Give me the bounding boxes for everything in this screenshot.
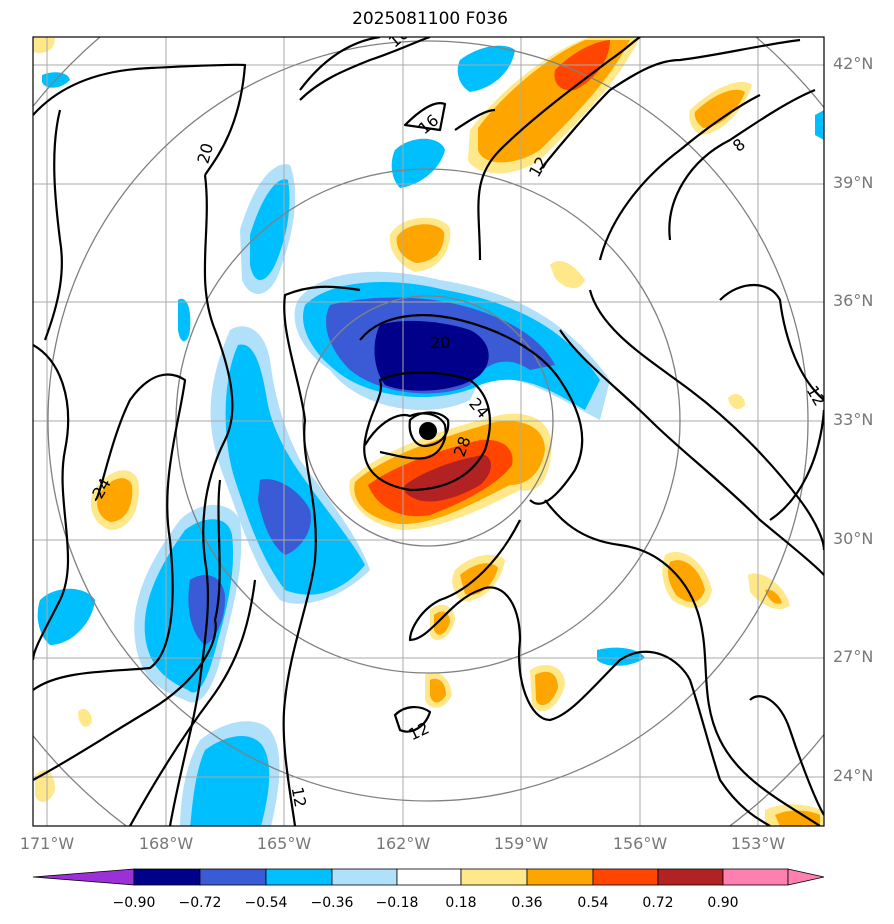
anomaly-region	[250, 179, 290, 280]
latitude-label: 39°N	[833, 173, 874, 192]
longitude-label: 162°W	[375, 834, 431, 853]
anomaly-region	[765, 589, 782, 604]
graticule	[33, 37, 824, 826]
longitude-label: 171°W	[19, 834, 75, 853]
anomaly-region	[35, 770, 55, 802]
anomaly-region	[460, 563, 498, 595]
contour-label: 16	[415, 110, 443, 138]
anomaly-region	[396, 224, 445, 263]
colorbar-tick-label: 0.72	[642, 895, 674, 911]
latitude-label: 36°N	[833, 291, 874, 310]
contour-label: 20	[193, 141, 217, 166]
colorbar-segment	[526, 868, 594, 886]
colorbar-segment	[199, 868, 267, 886]
colorbar-segment	[787, 868, 825, 886]
colorbar-tick-label: −0.54	[244, 895, 288, 911]
colorbar-tick-label: 0.54	[577, 895, 609, 911]
contour-label: 20	[430, 333, 450, 352]
colorbar-segment	[592, 868, 659, 886]
anomaly-region	[225, 344, 365, 595]
anomaly-region	[668, 560, 705, 602]
colorbar-tick-label: −0.90	[112, 895, 156, 911]
anomaly-region	[535, 671, 558, 706]
anomaly-region	[391, 138, 445, 188]
longitude-label: 153°W	[730, 834, 786, 853]
latitude-label: 33°N	[833, 410, 874, 429]
colorbar-segment	[460, 868, 528, 886]
anomaly-region	[78, 708, 92, 727]
anomaly-region	[190, 735, 270, 826]
longitude-label: 165°W	[256, 834, 312, 853]
anomaly-region	[33, 38, 55, 53]
anomaly-region	[775, 810, 820, 826]
colorbar-tick-label: −0.36	[310, 895, 354, 911]
colorbar-segment	[331, 868, 398, 886]
anomaly-region	[457, 45, 515, 92]
anomaly-region	[815, 110, 824, 140]
colorbar-segment	[396, 868, 462, 886]
anomaly-region	[550, 260, 585, 289]
anomaly-region	[728, 394, 745, 410]
anomaly-region	[434, 611, 450, 635]
colorbar-segment	[32, 868, 135, 886]
colorbar-tick-label: 0.90	[707, 895, 739, 911]
latitude-label: 42°N	[833, 54, 874, 73]
contour-label: 12	[406, 718, 432, 744]
colorbar-tick-label: −0.18	[375, 895, 419, 911]
storm-center-marker	[419, 422, 437, 440]
colorbar-segment	[722, 868, 789, 886]
anomaly-region	[178, 298, 191, 342]
longitude-label: 168°W	[138, 834, 194, 853]
map-frame	[32, 36, 825, 827]
colorbar-tick-label: −0.72	[178, 895, 222, 911]
latitude-label: 30°N	[833, 529, 874, 548]
colorbar-tick-label: 0.18	[445, 895, 477, 911]
anomaly-region	[430, 678, 446, 703]
colorbar-segment	[133, 868, 201, 886]
contour-label: 8	[729, 135, 749, 156]
map-title: 2025081100 F036	[352, 9, 508, 29]
contour-lines	[33, 37, 824, 826]
contour-label: 12	[288, 785, 310, 808]
anomaly-region	[37, 588, 95, 645]
longitude-label: 156°W	[612, 834, 668, 853]
anomaly-region	[97, 478, 133, 522]
anomaly-region	[597, 647, 645, 666]
colorbar-tick-label: 0.36	[511, 895, 543, 911]
colorbar-segment	[657, 868, 724, 886]
longitude-label: 159°W	[493, 834, 549, 853]
latitude-label: 24°N	[833, 766, 874, 785]
latitude-label: 27°N	[833, 647, 874, 666]
anomaly-region	[694, 89, 745, 128]
colorbar	[32, 868, 825, 886]
colorbar-segment	[265, 868, 333, 886]
